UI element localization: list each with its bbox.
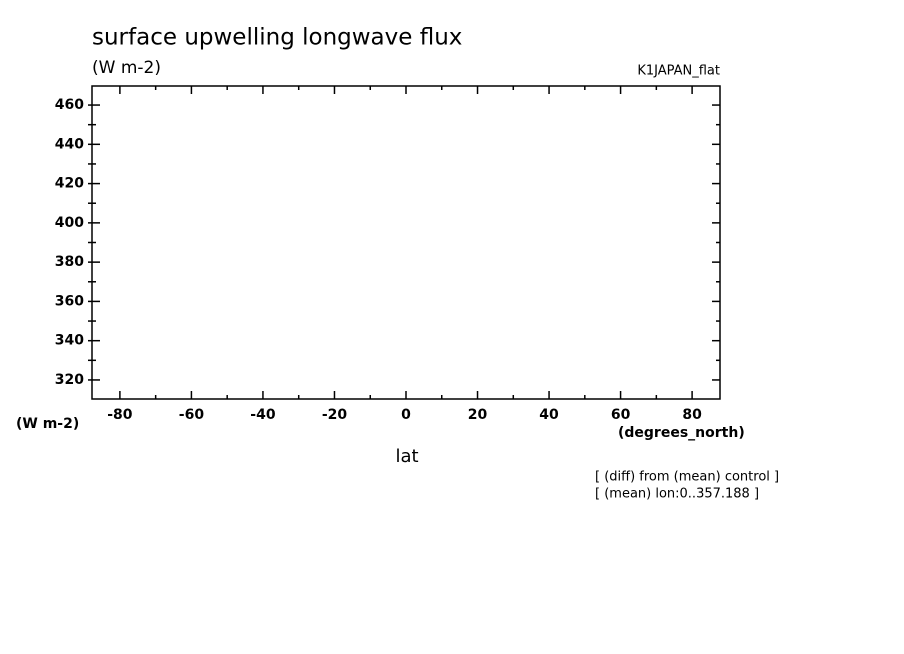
y-tick-label: 460 — [55, 97, 84, 113]
x-tick-label: -20 — [322, 407, 348, 423]
x-tick-label: -80 — [107, 407, 133, 423]
x-tick-label: 80 — [682, 407, 702, 423]
annotation: [ (mean) lon:0..357.188 ] — [595, 487, 759, 502]
annotation: [ (diff) from (mean) control ] — [595, 470, 779, 485]
chart-subtitle: (W m-2) — [92, 58, 161, 78]
y-tick-label: 400 — [55, 215, 84, 231]
y-tick-label: 340 — [55, 333, 84, 349]
x-tick-label: -60 — [179, 407, 205, 423]
y-tick-label: 420 — [55, 176, 84, 192]
x-tick-label: 0 — [401, 407, 411, 423]
y-tick-label: 440 — [55, 136, 84, 152]
x-unit-label: (degrees_north) — [618, 425, 745, 441]
chart-title: surface upwelling longwave flux — [92, 25, 462, 51]
plot-frame — [91, 85, 721, 400]
y-tick-label: 380 — [55, 254, 84, 270]
x-tick-label: 40 — [539, 407, 559, 423]
x-tick-label: 60 — [611, 407, 631, 423]
y-tick-label: 320 — [55, 372, 84, 388]
y-tick-label: 360 — [55, 293, 84, 309]
x-tick-label: 20 — [468, 407, 488, 423]
x-tick-label: -40 — [250, 407, 276, 423]
x-axis-title: lat — [395, 446, 418, 467]
run-label: K1JAPAN_flat — [637, 64, 720, 79]
y-unit-label: (W m-2) — [16, 416, 79, 432]
